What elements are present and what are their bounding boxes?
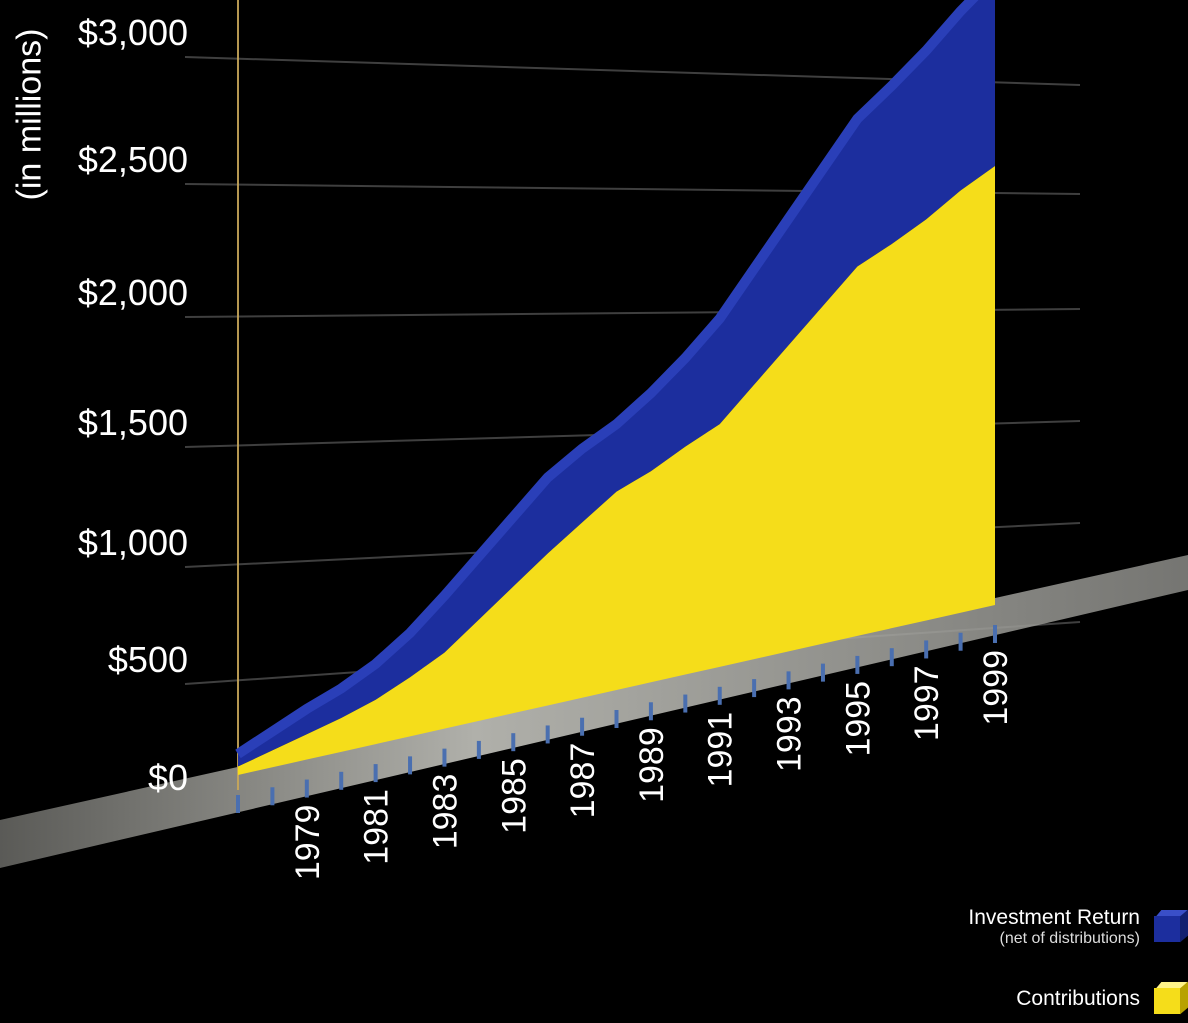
x-tick-label: 1987 (564, 743, 602, 819)
legend-investment-label: Investment Return (968, 906, 1140, 929)
y-tick-label: $0 (148, 757, 188, 798)
x-tick-label: 1999 (977, 650, 1015, 726)
y-tick-label: $2,500 (78, 139, 188, 180)
y-tick-label: $2,000 (78, 272, 188, 313)
x-tick-label: 1995 (839, 681, 877, 757)
legend: Investment Return (net of distributions)… (888, 900, 1188, 1023)
legend-contributions-label: Contributions (1016, 987, 1140, 1010)
yellow-cube-icon (1154, 981, 1188, 1016)
blue-cube-icon (1154, 909, 1188, 944)
y-axis-title: (in millions) (10, 28, 49, 201)
y-tick-label: $1,500 (78, 402, 188, 443)
y-tick-label: $3,000 (78, 12, 188, 53)
x-tick-label: 1989 (633, 727, 671, 803)
x-tick-label: 1979 (289, 805, 327, 881)
legend-item-investment: Investment Return (net of distributions) (968, 906, 1188, 948)
area-contributions (238, 165, 995, 776)
x-tick-label: 1985 (495, 758, 533, 834)
y-tick-label: $1,000 (78, 522, 188, 563)
x-tick-label: 1991 (702, 712, 740, 788)
x-tick-label: 1993 (771, 696, 809, 772)
floor-strip (0, 555, 1188, 868)
investment-ridge (235, 0, 979, 759)
x-tick-label: 1981 (358, 789, 396, 865)
legend-investment-sublabel: (net of distributions) (999, 930, 1140, 947)
y-tick-label: $500 (108, 639, 188, 680)
y-axis-title-wrap: (in millions) (10, 10, 50, 220)
x-tick-label: 1983 (426, 774, 464, 850)
x-tick-label: 1997 (908, 665, 946, 741)
legend-item-contributions: Contributions (1016, 981, 1188, 1016)
area-investment-return (238, 0, 995, 767)
